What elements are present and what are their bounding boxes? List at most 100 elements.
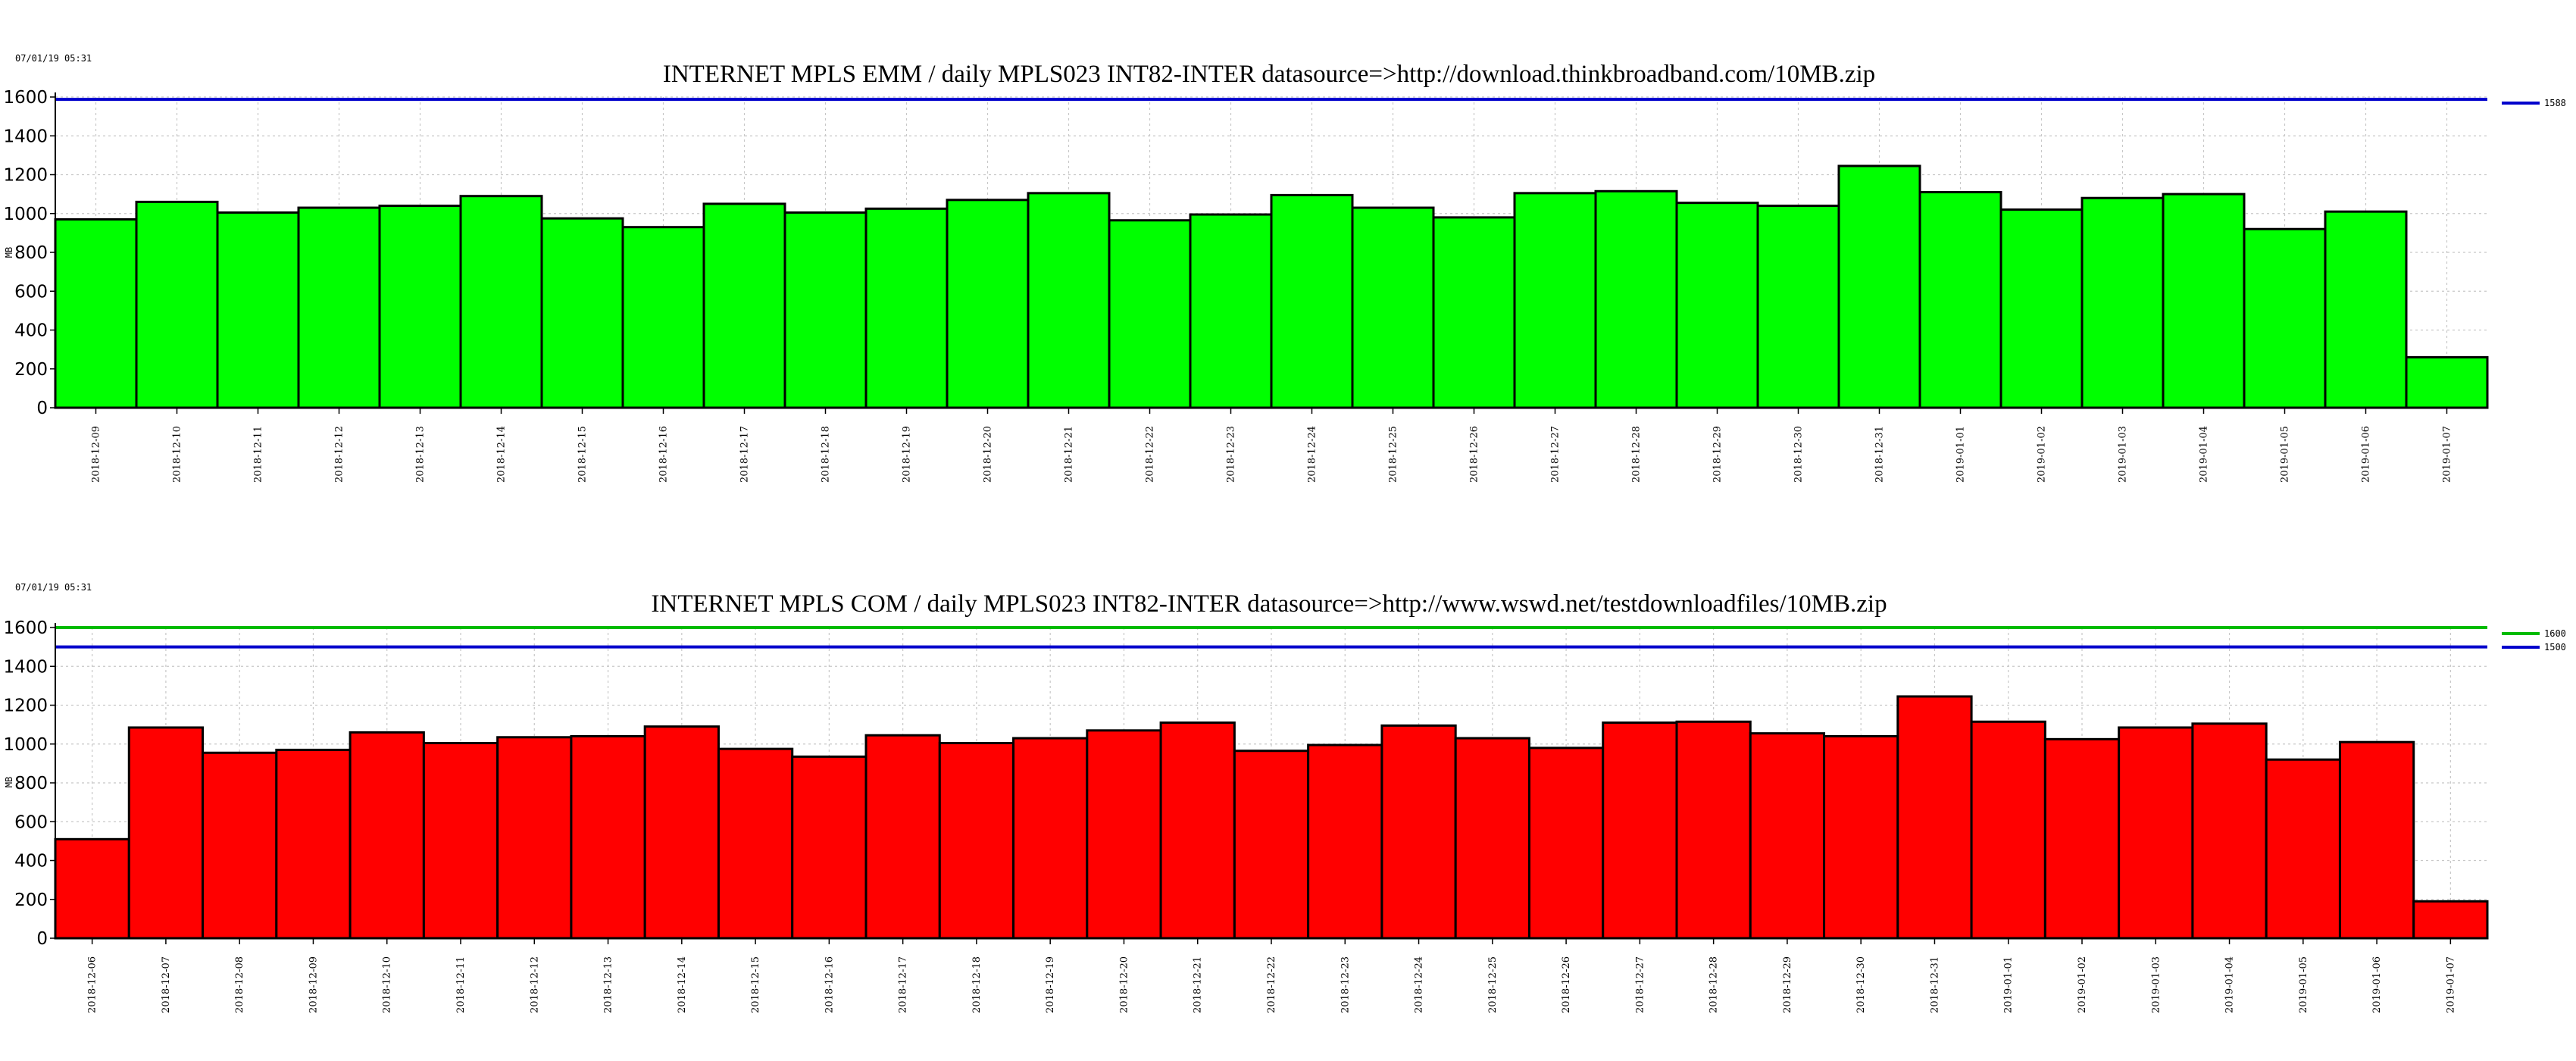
x-tick-label: 2018-12-28 — [1708, 956, 1720, 1013]
bar — [54, 218, 138, 409]
x-tick-label: 2019-01-02 — [2037, 426, 2048, 483]
x-tick-label: 2019-01-04 — [2224, 956, 2236, 1013]
x-tick-label: 2018-12-20 — [983, 426, 994, 483]
bar — [275, 748, 352, 940]
x-tick-label: 2018-12-21 — [1193, 956, 1204, 1013]
bar — [297, 206, 381, 409]
bar — [2265, 758, 2341, 940]
x-tick-label: 2019-01-02 — [2077, 956, 2088, 1013]
x-tick-label: 2018-12-25 — [1388, 426, 1399, 483]
y-tick-label: 1600 — [3, 88, 48, 108]
bar — [1749, 732, 1826, 940]
x-tick-label: 2018-12-22 — [1266, 956, 1277, 1013]
bar — [1351, 206, 1435, 409]
x-tick-label: 2018-12-10 — [382, 956, 393, 1013]
x-tick-label: 2018-12-29 — [1712, 426, 1724, 483]
x-tick-label: 2019-01-07 — [2445, 956, 2456, 1013]
y-tick-label: 1000 — [3, 735, 48, 755]
y-tick-label: 600 — [14, 282, 48, 302]
x-tick-label: 2018-12-06 — [87, 956, 98, 1013]
x-tick-label: 2018-12-22 — [1145, 426, 1156, 483]
x-tick-label: 2018-12-09 — [308, 956, 319, 1013]
x-tick-label: 2018-12-26 — [1469, 426, 1480, 483]
plot-area: 0 200 400 600 800 1000 1200 1400 1600 1600 1500 201… — [3, 618, 2565, 1013]
x-tick-label: 2018-12-26 — [1561, 956, 1572, 1013]
bar — [1307, 743, 1383, 940]
x-tick-label: 2018-12-09 — [91, 426, 102, 483]
x-tick-label: 2018-12-12 — [334, 426, 345, 483]
bar — [1823, 735, 1899, 940]
bar — [54, 837, 130, 940]
bar — [2243, 227, 2327, 409]
bar — [2118, 726, 2194, 940]
legend-label: 1588 — [2544, 98, 2566, 108]
bar — [643, 725, 720, 940]
bar — [621, 226, 705, 409]
x-tick-label: 2018-12-28 — [1631, 426, 1643, 483]
x-tick-label: 2019-01-06 — [2371, 956, 2383, 1013]
bar — [459, 195, 543, 409]
x-tick-label: 2018-12-11 — [455, 956, 467, 1013]
x-tick-label: 2019-01-05 — [2280, 426, 2291, 483]
x-tick-label: 2019-01-04 — [2199, 426, 2210, 483]
bar — [1086, 729, 1162, 940]
x-tick-label: 2018-12-16 — [824, 956, 835, 1013]
x-tick-label: 2018-12-31 — [1874, 426, 1886, 483]
bar — [1756, 205, 1840, 409]
x-tick-label: 2018-12-14 — [496, 426, 508, 483]
bar — [1675, 202, 1759, 409]
bar — [1380, 724, 1457, 940]
bar — [2162, 192, 2246, 409]
x-tick-label: 2018-12-20 — [1118, 956, 1130, 1013]
x-tick-label: 2018-12-23 — [1340, 956, 1351, 1013]
y-tick-label: 1200 — [3, 166, 48, 186]
bar — [1896, 695, 1973, 940]
x-tick-label: 2019-01-06 — [2361, 426, 2372, 483]
y-axis-label: MB — [4, 777, 14, 787]
bar — [1189, 213, 1273, 409]
bar — [938, 741, 1015, 940]
bar — [864, 734, 941, 940]
y-tick-label: 800 — [14, 774, 48, 793]
bar — [1159, 721, 1236, 940]
bar — [1012, 737, 1089, 940]
x-tick-label: 2018-12-13 — [603, 956, 614, 1013]
y-tick-label: 1000 — [3, 205, 48, 224]
legend-label: 1600 — [2544, 628, 2566, 639]
x-tick-label: 2018-12-11 — [253, 426, 264, 483]
x-tick-label: 2018-12-25 — [1487, 956, 1499, 1013]
y-tick-label: 1600 — [3, 618, 48, 638]
chart-panel-emm: 07/01/19 05:31 INTERNET MPLS EMM / daily… — [0, 0, 2576, 530]
x-tick-label: 2019-01-03 — [2118, 426, 2129, 483]
x-tick-label: 2018-12-17 — [898, 956, 909, 1013]
chart-timestamp: 07/01/19 05:31 — [15, 582, 92, 593]
x-tick-label: 2018-12-19 — [1045, 956, 1056, 1013]
x-tick-label: 2018-12-30 — [1855, 956, 1867, 1013]
bar — [2043, 737, 2121, 940]
legend-label: 1500 — [2544, 642, 2566, 653]
x-tick-label: 2018-12-30 — [1793, 426, 1805, 483]
bar — [1527, 746, 1605, 940]
plot-area: 0 200 400 600 800 1000 1200 1400 1600 1588 2018-12… — [3, 88, 2565, 483]
bar — [570, 735, 646, 940]
y-tick-label: 200 — [14, 360, 48, 380]
bar — [127, 726, 205, 940]
bar — [2412, 900, 2489, 940]
x-tick-label: 2018-12-27 — [1634, 956, 1646, 1013]
bar — [1594, 189, 1678, 409]
x-tick-label: 2018-12-23 — [1226, 426, 1237, 483]
bar — [2405, 355, 2489, 409]
bar — [1454, 737, 1530, 940]
bar — [2080, 196, 2165, 409]
y-tick-label: 0 — [36, 929, 48, 949]
x-tick-label: 2018-12-15 — [577, 426, 589, 483]
bar — [540, 217, 624, 409]
x-tick-label: 2018-12-21 — [1064, 426, 1075, 483]
bar — [496, 736, 573, 940]
bar — [1602, 721, 1678, 940]
y-tick-label: 400 — [14, 852, 48, 872]
bar — [2191, 722, 2268, 940]
bar — [202, 751, 278, 940]
bar — [2338, 740, 2415, 940]
bar — [1270, 193, 1354, 409]
